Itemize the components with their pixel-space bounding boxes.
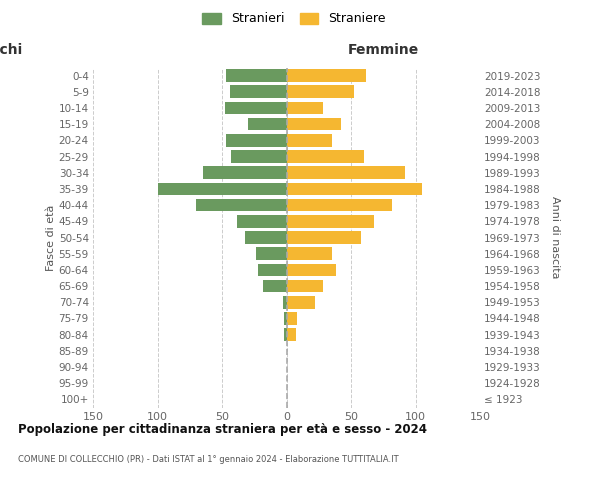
Bar [287,231,361,244]
Text: Maschi: Maschi [0,44,23,58]
Bar [258,264,287,276]
Bar [284,312,287,325]
Bar [263,280,287,292]
Bar [287,248,332,260]
Y-axis label: Fasce di età: Fasce di età [46,204,56,270]
Text: COMUNE DI COLLECCHIO (PR) - Dati ISTAT al 1° gennaio 2024 - Elaborazione TUTTITA: COMUNE DI COLLECCHIO (PR) - Dati ISTAT a… [18,455,398,464]
Bar [283,296,287,308]
Bar [231,150,287,163]
Legend: Stranieri, Straniere: Stranieri, Straniere [199,8,389,29]
Bar [196,199,287,211]
Bar [287,182,422,195]
Bar [226,70,287,82]
Bar [256,248,287,260]
Bar [287,296,315,308]
Bar [284,328,287,341]
Bar [245,231,287,244]
Bar [287,118,341,130]
Bar [287,280,323,292]
Y-axis label: Anni di nascita: Anni di nascita [550,196,560,279]
Bar [287,199,392,211]
Bar [287,86,353,98]
Bar [287,102,323,114]
Bar [287,328,296,341]
Bar [287,150,364,163]
Bar [287,264,335,276]
Bar [157,182,287,195]
Text: Popolazione per cittadinanza straniera per età e sesso - 2024: Popolazione per cittadinanza straniera p… [18,422,427,436]
Bar [230,86,287,98]
Bar [287,70,367,82]
Bar [287,134,332,146]
Bar [224,102,287,114]
Text: Femmine: Femmine [347,44,419,58]
Bar [248,118,287,130]
Bar [287,215,374,228]
Bar [238,215,287,228]
Bar [287,166,405,179]
Bar [287,312,297,325]
Bar [203,166,287,179]
Bar [226,134,287,146]
